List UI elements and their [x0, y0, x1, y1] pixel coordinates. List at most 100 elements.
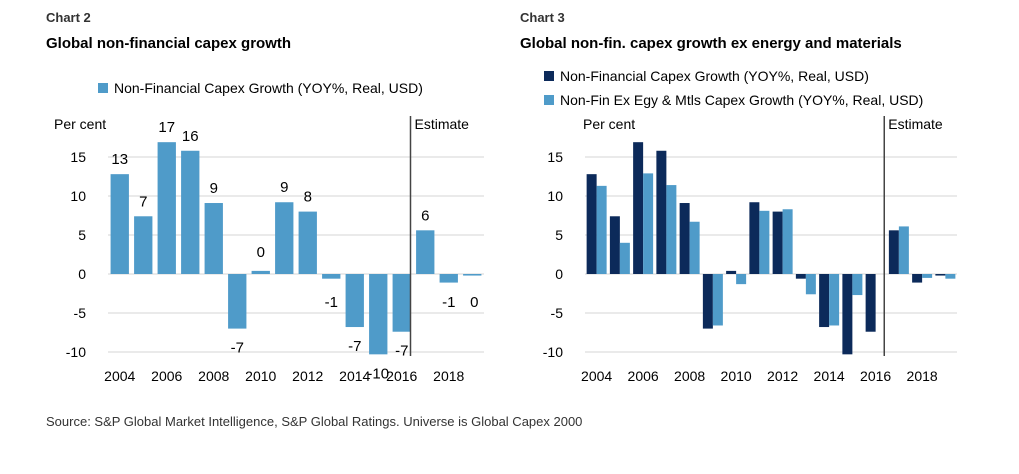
- bar: [345, 274, 364, 328]
- data-label: 16: [182, 128, 199, 145]
- chart-title: Global non-financial capex growth: [46, 35, 292, 52]
- y-tick-label: 10: [70, 188, 86, 204]
- bar: [228, 274, 247, 329]
- x-tick-label: 2018: [433, 368, 464, 384]
- bar: [110, 174, 129, 274]
- bar: [643, 173, 654, 274]
- chart-label: Chart 2: [46, 10, 91, 25]
- x-tick-label: 2006: [628, 368, 659, 384]
- y-axis-label: Per cent: [583, 116, 635, 132]
- bar: [888, 230, 899, 274]
- bar: [134, 216, 153, 274]
- chart-2-panel: Chart 2 Global non-financial capex growt…: [0, 0, 490, 400]
- bar: [181, 150, 200, 274]
- data-label: 7: [139, 193, 147, 210]
- y-axis-label: Per cent: [54, 116, 106, 132]
- chart-3-panel: Chart 3 Global non-fin. capex growth ex …: [520, 0, 1010, 400]
- bar: [935, 274, 946, 276]
- bar: [782, 209, 793, 274]
- bar: [609, 216, 620, 274]
- bar: [586, 174, 597, 274]
- data-label: -10: [367, 365, 389, 382]
- x-tick-label: 2018: [907, 368, 938, 384]
- data-label: 0: [470, 294, 478, 311]
- bar: [749, 202, 760, 274]
- bar: [463, 274, 482, 276]
- data-label: 9: [210, 180, 218, 197]
- x-tick-label: 2014: [339, 368, 370, 384]
- x-tick-label: 2016: [386, 368, 417, 384]
- bar: [805, 274, 816, 295]
- bar: [439, 274, 458, 283]
- data-label: 6: [421, 207, 429, 224]
- x-tick-label: 2014: [814, 368, 845, 384]
- bar: [819, 274, 830, 328]
- legend-label: Non-Financial Capex Growth (YOY%, Real, …: [114, 80, 423, 96]
- bar: [596, 185, 607, 274]
- legend-label: Non-Fin Ex Egy & Mtls Capex Growth (YOY%…: [560, 92, 924, 108]
- chart-3-plot: 15 10 5 0 -5 -10 Per cent 2004 2006 2008 2010 2012 2…: [543, 116, 957, 384]
- legend-swatch: [544, 71, 554, 81]
- bar: [322, 274, 341, 279]
- bar: [912, 274, 923, 283]
- bar: [772, 211, 783, 274]
- data-label: -7: [231, 340, 244, 357]
- data-label: -7: [395, 343, 408, 360]
- legend: Non-Financial Capex Growth (YOY%, Real, …: [544, 64, 923, 112]
- y-tick-label: -5: [74, 305, 87, 321]
- legend-swatch: [98, 83, 108, 93]
- x-tick-label: 2012: [292, 368, 323, 384]
- x-tick-label: 2006: [151, 368, 182, 384]
- x-tick-label: 2010: [245, 368, 276, 384]
- data-label: 9: [280, 179, 288, 196]
- bar: [157, 142, 176, 274]
- legend-item: Non-Financial Capex Growth (YOY%, Real, …: [544, 64, 923, 88]
- y-tick-label: 10: [547, 188, 563, 204]
- x-tick-label: 2004: [581, 368, 612, 384]
- bar: [369, 274, 388, 355]
- estimate-label: Estimate: [415, 116, 470, 132]
- x-tick-label: 2012: [767, 368, 798, 384]
- legend-item: Non-Financial Capex Growth (YOY%, Real, …: [98, 76, 423, 100]
- data-label: -1: [325, 294, 338, 311]
- source-note: Source: S&P Global Market Intelligence, …: [46, 414, 583, 429]
- y-tick-label: -5: [551, 305, 564, 321]
- legend-swatch: [544, 95, 554, 105]
- chart-title: Global non-fin. capex growth ex energy a…: [520, 35, 902, 52]
- bar: [275, 202, 294, 274]
- bar: [666, 185, 677, 274]
- bar: [829, 274, 840, 326]
- bar: [726, 270, 737, 274]
- y-tick-label: 15: [547, 149, 563, 165]
- bar: [736, 274, 747, 285]
- bar: [712, 274, 723, 326]
- x-tick-label: 2010: [721, 368, 752, 384]
- bar: [656, 150, 667, 274]
- x-tick-label: 2008: [198, 368, 229, 384]
- data-label: 8: [304, 189, 312, 206]
- estimate-label: Estimate: [888, 116, 943, 132]
- bar: [759, 210, 770, 274]
- data-label: -1: [442, 294, 455, 311]
- data-label: -7: [348, 338, 361, 355]
- data-label: 17: [158, 119, 175, 136]
- bar: [251, 270, 270, 274]
- bar: [416, 230, 435, 274]
- chart-label: Chart 3: [520, 10, 565, 25]
- y-tick-label: -10: [543, 344, 563, 360]
- bar: [689, 221, 700, 274]
- legend: Non-Financial Capex Growth (YOY%, Real, …: [98, 76, 423, 100]
- bar: [633, 142, 644, 274]
- bar: [392, 274, 411, 332]
- bar: [865, 274, 876, 332]
- bar: [702, 274, 713, 329]
- bar: [945, 274, 956, 279]
- bar: [204, 203, 223, 274]
- data-label: 13: [111, 151, 128, 168]
- bar: [679, 203, 690, 274]
- y-tick-label: 0: [555, 266, 563, 282]
- x-tick-label: 2004: [104, 368, 135, 384]
- legend-item: Non-Fin Ex Egy & Mtls Capex Growth (YOY%…: [544, 88, 923, 112]
- bar: [795, 274, 806, 279]
